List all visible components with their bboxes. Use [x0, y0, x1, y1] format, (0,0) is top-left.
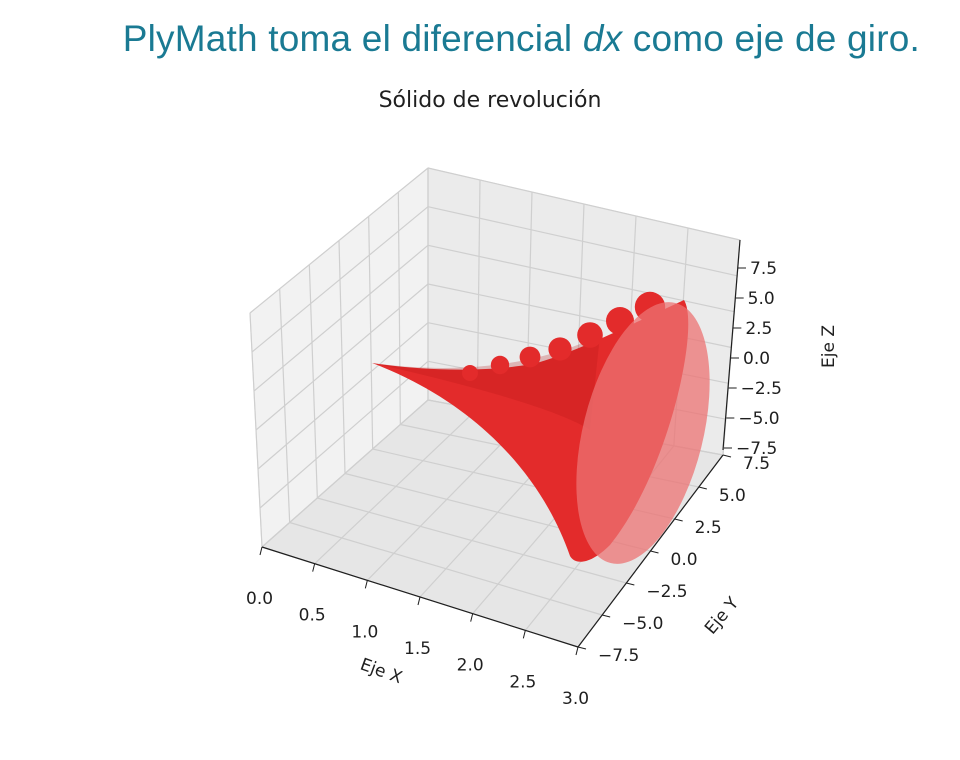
x-tick-label: 1.0 [351, 622, 378, 642]
y-tick-mark [577, 646, 587, 650]
chart-title: Sólido de revolución [378, 88, 602, 113]
grid-line-z [259, 360, 429, 509]
surface-ripple [577, 322, 603, 348]
z-tick-label: −7.5 [736, 439, 777, 459]
y-tick-mark [602, 614, 611, 618]
surface-ripple [462, 365, 478, 381]
x-ticks: 0.0 0.5 1.0 1.5 2.0 2.5 3.0 [246, 546, 589, 709]
y-tick-mark [698, 486, 707, 490]
x-tick-label: 3.0 [562, 689, 589, 709]
z-tick-label: −2.5 [741, 379, 782, 399]
y-tick-label: 2.5 [695, 518, 722, 538]
y-tick-mark [722, 454, 732, 458]
z-tick-label: 5.0 [748, 289, 775, 309]
y-tick-label: −2.5 [646, 582, 687, 602]
x-tick-mark [259, 546, 263, 556]
x-tick-label: 1.5 [404, 639, 431, 659]
y-axis-label: Eje Y [701, 593, 744, 638]
grid-line-z [255, 283, 429, 431]
grid-line-z [251, 206, 429, 353]
surface-ripple [548, 337, 572, 361]
headline-text-2: como eje de giro. [622, 18, 920, 59]
x-tick-mark [364, 580, 368, 589]
headline-differential: dx [582, 18, 623, 59]
solid-surface-shade [372, 335, 600, 430]
z-tick-label: 0.0 [743, 349, 770, 369]
grid-line-z [253, 244, 429, 392]
revolution-solid [372, 291, 710, 564]
x-tick-label: 0.5 [299, 606, 326, 626]
headline-text-1: PlyMath toma el diferencial [122, 18, 583, 59]
y-tick-mark [626, 582, 635, 586]
z-tick-label: 2.5 [745, 319, 772, 339]
surface-ripple [490, 355, 510, 375]
z-tick-label: 7.5 [750, 259, 777, 279]
solid-end-cap [576, 302, 710, 564]
grid-line-z [249, 167, 429, 314]
grid-line-z-wall [427, 167, 741, 241]
x-tick-mark [522, 630, 526, 639]
y-tick-label: −5.0 [622, 614, 663, 634]
y-tick-label: 0.0 [671, 550, 698, 570]
z-axis-line [722, 239, 741, 451]
y-tick-mark [674, 518, 683, 522]
x-tick-label: 2.5 [509, 672, 536, 692]
grid-line-y [317, 497, 627, 584]
grid-line-z-wall [427, 206, 738, 277]
surface-ripple [606, 307, 634, 335]
z-tick-label: −5.0 [738, 409, 779, 429]
x-tick-mark [417, 596, 421, 606]
grid-line-z [257, 322, 429, 470]
x-tick-mark [470, 613, 474, 622]
x-axis-label: Eje X [357, 655, 405, 689]
x-tick-mark [575, 646, 579, 656]
grid-line-y [289, 521, 603, 616]
y-tick-mark [650, 550, 659, 554]
y-tick-label: 5.0 [719, 486, 746, 506]
x-tick-mark [312, 563, 316, 572]
x-tick-label: 0.0 [246, 589, 273, 609]
y-tick-label: −7.5 [598, 646, 639, 666]
surface-ripple [519, 346, 541, 368]
y-ticks: 7.5 5.0 2.5 0.0 −2.5 −5.0 −7.5 [577, 454, 770, 666]
grid-line-z [261, 399, 429, 548]
slide-headline: PlyMath toma el diferencial dx como eje … [0, 18, 960, 60]
x-tick-label: 2.0 [457, 656, 484, 676]
z-axis-label: Eje Z [819, 325, 839, 368]
z-ticks: 7.5 5.0 2.5 0.0 −2.5 −5.0 −7.5 [724, 259, 782, 459]
y-tick-label: 7.5 [743, 454, 770, 474]
